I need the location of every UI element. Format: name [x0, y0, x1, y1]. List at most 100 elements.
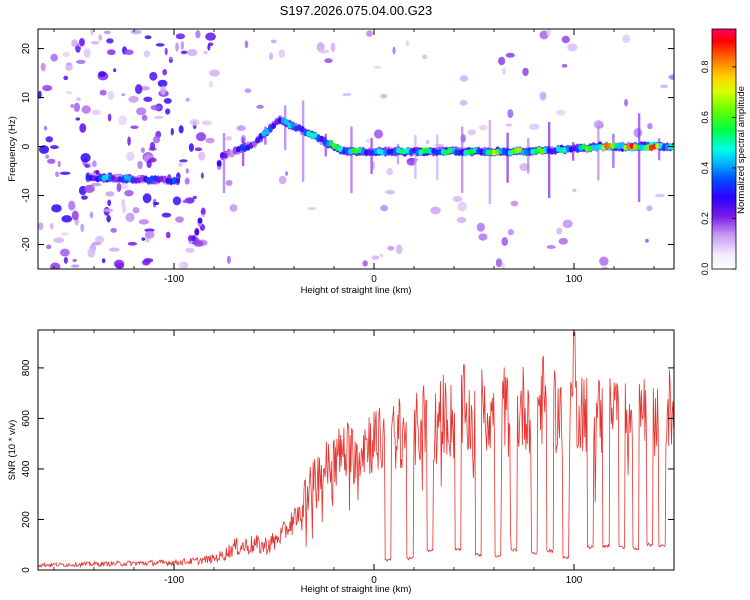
- spectrogram-noise-blob: [175, 216, 184, 223]
- spectrogram-noise-blob: [130, 29, 142, 35]
- spectrogram-noise-blob: [40, 62, 46, 72]
- spectrogram-noise-blob: [459, 75, 469, 82]
- spectrogram-noise-blob: [71, 210, 79, 221]
- spectrogram-noise-blob: [128, 95, 139, 103]
- spectrogram-noise-blob: [633, 128, 643, 138]
- spectrogram-noise-blob: [392, 46, 396, 55]
- x-tick-label: -100: [164, 575, 184, 586]
- spectrogram-noise-blob: [510, 200, 519, 207]
- colorbar-tick-label: 0.6: [700, 111, 710, 124]
- spectrogram-noise-blob: [179, 159, 188, 163]
- colorbar-gradient: [711, 28, 737, 270]
- spectrogram-noise-blob: [185, 97, 190, 102]
- spectrogram-noise-blob: [186, 49, 198, 57]
- x-tick-label: 0: [371, 274, 377, 285]
- spectrogram-noise-blob: [149, 142, 156, 151]
- spectrogram-noise-blob: [149, 71, 158, 81]
- spectrogram-noise-blob: [161, 212, 172, 218]
- figure-title: S197.2026.075.04.00.G23: [280, 3, 433, 18]
- y-tick-label: -10: [21, 188, 32, 203]
- spectrogram-noise-blob: [150, 104, 162, 111]
- spectrogram-noise-blob: [165, 231, 171, 239]
- spectrogram-noise-blob: [562, 219, 573, 229]
- spectrogram-noise-blob: [72, 258, 77, 263]
- spectrogram-noise-blob: [162, 69, 168, 76]
- spectrogram-frame: [37, 28, 675, 270]
- spectrogram-noise-blob: [654, 193, 665, 198]
- spectrogram-noise-blob: [143, 50, 151, 58]
- spectrogram-noise-blob: [60, 232, 70, 236]
- spectrogram-noise-blob: [244, 40, 249, 49]
- spectrogram-noise-blob: [142, 193, 152, 204]
- spectrogram-noise-blob: [61, 215, 73, 223]
- spectrogram-noise-blob: [501, 237, 508, 246]
- spectrogram-noise-blob: [307, 207, 316, 211]
- spectrogram-noise-blob: [103, 208, 114, 213]
- spectrogram-noise-blob: [105, 191, 115, 197]
- spectrogram-noise-blob: [101, 258, 106, 264]
- spectrogram-noise-blob: [362, 260, 368, 267]
- spectrogram-noise-blob: [188, 143, 194, 152]
- spectrogram-noise-blob: [185, 247, 195, 253]
- spectrogram-noise-blob: [155, 43, 165, 47]
- spectrogram-noise-blob: [278, 175, 287, 185]
- spectrogram-noise-blob: [141, 114, 148, 121]
- spectrogram-noise-blob: [198, 151, 206, 161]
- spectrogram-noise-blob: [109, 247, 120, 252]
- spectrogram-x-axis-label: Height of straight line (km): [301, 285, 412, 296]
- spectrogram-noise-blob: [146, 159, 152, 169]
- spectrogram-noise-blob: [165, 108, 171, 115]
- spectrogram-noise-blob: [208, 81, 213, 88]
- spectrogram-ridge-blob: [300, 126, 305, 133]
- spectrogram-noise-blob: [107, 90, 115, 101]
- spectrogram-noise-blob: [90, 182, 102, 187]
- spectrogram-noise-blob: [43, 125, 48, 131]
- spectrogram-noise-blob: [555, 109, 566, 116]
- spectrogram-streak: [370, 137, 373, 174]
- spectrogram-noise-blob: [71, 39, 79, 47]
- spectrogram-noise-blob: [103, 30, 111, 35]
- colorbar-ticks: 0.0 0.2 0.4 0.6 0.8: [700, 61, 736, 275]
- spectrogram-noise-blob: [316, 42, 325, 52]
- spectrogram-noise-blob: [84, 164, 90, 168]
- colorbar-tick-label: 0.4: [700, 162, 710, 175]
- spectrogram-noise-blob: [107, 49, 116, 56]
- spectrogram-noise-blob: [647, 122, 653, 130]
- spectrogram-noise-blob: [160, 85, 167, 96]
- spectrogram-noise-blob: [256, 104, 264, 109]
- spectrogram-noise-blob: [434, 143, 445, 147]
- spectrogram-noise-blob: [180, 41, 184, 50]
- y-tick-label: 800: [21, 359, 32, 376]
- spectrogram-noise-blob: [278, 49, 286, 59]
- spectrogram-noise-blob: [380, 94, 387, 99]
- spectrogram-ridge-blob: [175, 177, 181, 184]
- spectrogram-noise-blob: [380, 204, 389, 212]
- spectrogram-noise-blob: [467, 129, 477, 136]
- spectrogram-noise-blob: [90, 29, 94, 37]
- spectrogram-streak: [461, 126, 464, 193]
- spectrogram-noise-blob: [539, 91, 547, 101]
- spectrogram-noise-blob: [66, 91, 73, 95]
- spectrogram-noise-blob: [68, 200, 76, 211]
- spectrogram-noise-blob: [49, 222, 54, 230]
- spectrogram-noise-blob: [201, 120, 213, 126]
- snr-frame: [37, 329, 675, 571]
- y-tick-label: 10: [21, 92, 32, 104]
- spectrogram-noise-blob: [91, 241, 102, 246]
- spectrogram-noise-blob: [285, 171, 289, 176]
- spectrogram-noise-blob: [430, 206, 441, 215]
- spectrogram-streak: [527, 138, 530, 174]
- snr-y-axis-label: SNR (10 * v/v): [7, 420, 18, 481]
- spectrogram-noise-blob: [164, 47, 168, 56]
- spectrogram-noise-blob: [163, 98, 172, 104]
- spectrogram-noise-blob: [522, 67, 529, 77]
- spectrogram-noise-blob: [42, 85, 53, 92]
- snr-x-axis-label: Height of straight line (km): [301, 584, 412, 595]
- spectrogram-noise-blob: [140, 147, 145, 153]
- spectrogram-noise-blob: [175, 42, 179, 52]
- spectrogram-noise-blob: [106, 214, 111, 223]
- spectrogram-noise-blob: [224, 136, 233, 141]
- spectrogram-noise-blob: [405, 40, 409, 47]
- spectrogram-noise-blob: [153, 201, 160, 206]
